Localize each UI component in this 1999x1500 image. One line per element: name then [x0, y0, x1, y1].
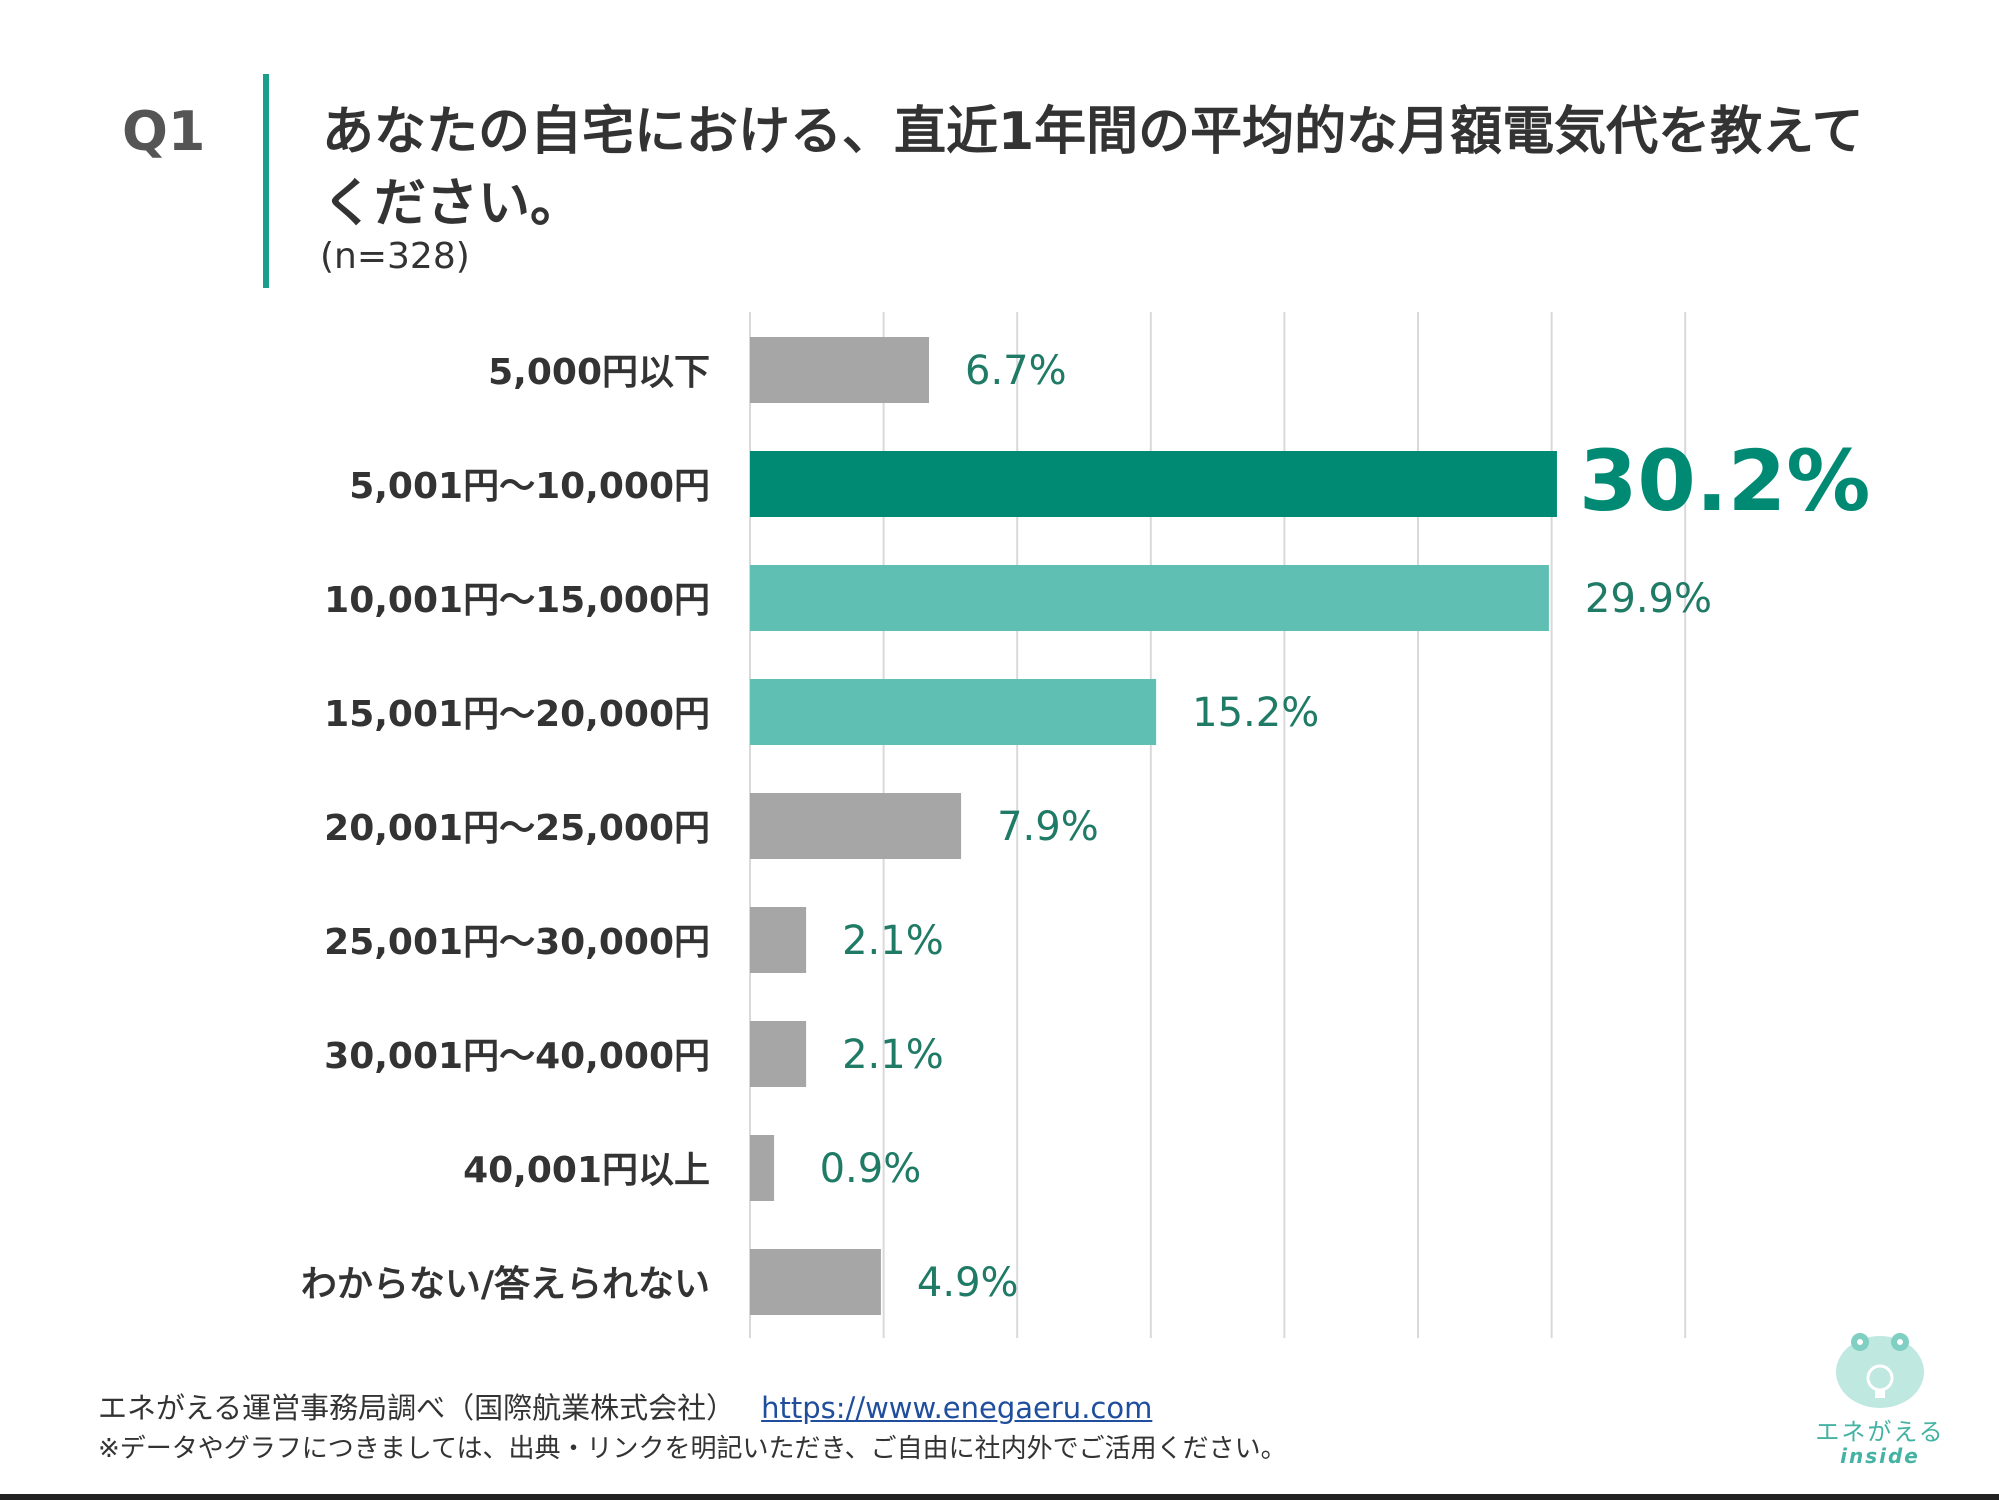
- bar: [750, 1249, 881, 1315]
- value-label: 2.1%: [842, 918, 944, 964]
- category-label: 40,001円以上: [463, 1150, 710, 1191]
- category-label: わからない/答えられない: [301, 1264, 710, 1305]
- bar-chart: 5,000円以下 6.7% 5,001円～10,000円 30.2% 10,001円～1…: [301, 312, 1870, 1338]
- source-text: エネがえる運営事務局調べ（国際航業株式会社）: [98, 1391, 736, 1425]
- bar: [750, 1021, 807, 1087]
- bar: [750, 907, 807, 973]
- bar: [750, 1135, 775, 1201]
- sample-size: (n=328): [320, 236, 470, 277]
- question-label: Q1: [122, 100, 206, 163]
- value-label: 30.2%: [1579, 432, 1870, 530]
- category-label: 30,001円～40,000円: [324, 1036, 710, 1077]
- category-label: 10,001円～15,000円: [324, 580, 710, 621]
- frog-bulb-icon: [1836, 1333, 1924, 1408]
- bar: [750, 679, 1157, 745]
- value-label: 0.9%: [820, 1146, 922, 1192]
- value-label: 6.7%: [965, 348, 1067, 394]
- bottom-rule: [0, 1494, 1999, 1500]
- category-label: 5,001円～10,000円: [349, 466, 710, 507]
- value-label: 29.9%: [1585, 576, 1712, 622]
- bar: [750, 565, 1549, 631]
- value-label: 15.2%: [1192, 690, 1319, 736]
- footer-note: ※データやグラフにつきましては、出典・リンクを明記いただき、ご自由に社内外でご活…: [98, 1434, 1287, 1464]
- title-divider: [263, 74, 269, 288]
- category-label: 20,001円～25,000円: [324, 808, 710, 849]
- bar: [750, 451, 1557, 517]
- value-label: 2.1%: [842, 1032, 944, 1078]
- bar: [750, 337, 930, 403]
- value-label: 4.9%: [917, 1260, 1019, 1306]
- logo-name: エネがえる: [1815, 1418, 1945, 1446]
- bar: [750, 793, 962, 859]
- category-label: 15,001円～20,000円: [324, 694, 710, 735]
- category-label: 5,000円以下: [488, 352, 710, 393]
- logo-sub: inside: [1840, 1444, 1920, 1468]
- value-label: 7.9%: [997, 804, 1099, 850]
- logo: エネがえる inside: [1800, 1320, 1960, 1480]
- source-link[interactable]: https://www.enegaeru.com: [761, 1391, 1153, 1425]
- question-title: あなたの自宅における、直近1年間の平均的な月額電気代を教えてください。: [322, 102, 1864, 234]
- category-label: 25,001円～30,000円: [324, 922, 710, 963]
- footer-source: エネがえる運営事務局調べ（国際航業株式会社） https://www.enegae…: [98, 1385, 1152, 1427]
